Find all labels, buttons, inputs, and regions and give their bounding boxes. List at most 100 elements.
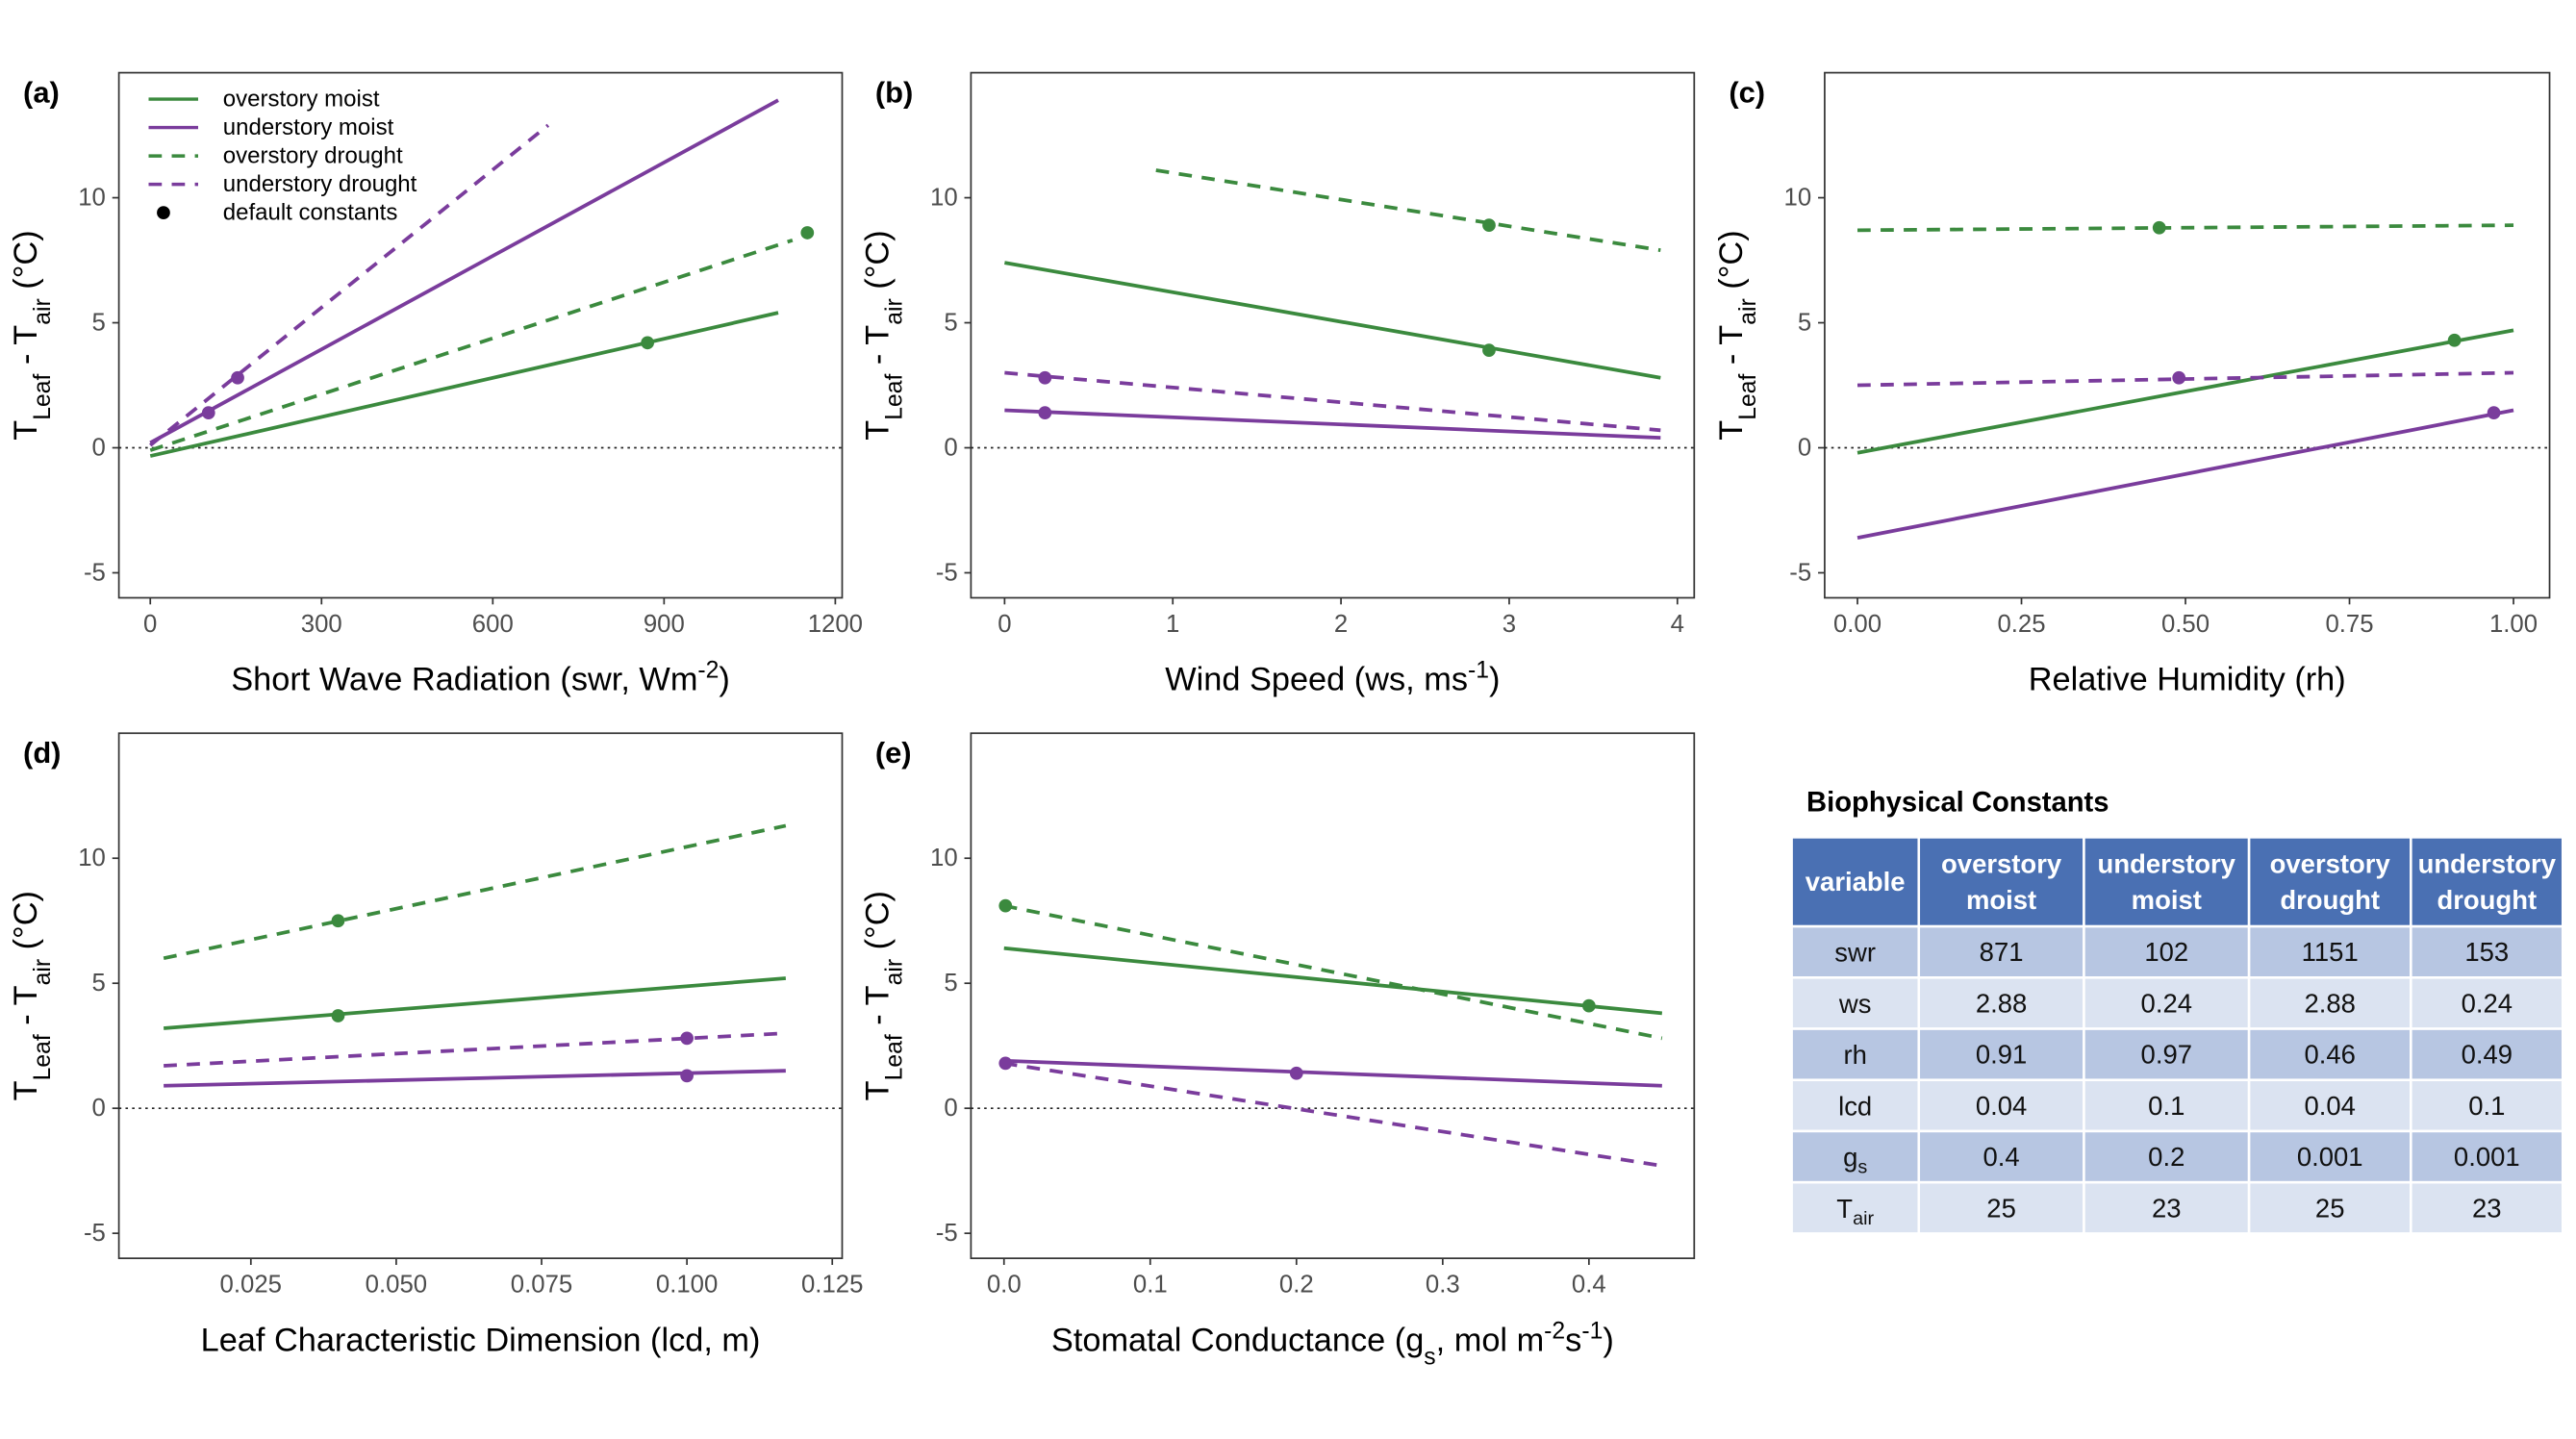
default-point xyxy=(1482,218,1496,233)
x-tick-label: 1.00 xyxy=(2489,611,2538,638)
cell-value: 0.001 xyxy=(2454,1142,2520,1172)
x-axis-title: Short Wave Radiation (swr, Wm-2) xyxy=(231,657,730,698)
label-part: T xyxy=(1713,420,1750,441)
x-tick-label: 2 xyxy=(1334,611,1348,638)
cell-value: 0.4 xyxy=(1983,1142,2020,1172)
cell-value: 0.91 xyxy=(1976,1040,2027,1070)
table-cell xyxy=(1790,1180,1921,1235)
y-axis-title: TLeaf - Tair (°C) xyxy=(860,230,907,440)
cell-value: 0.1 xyxy=(2148,1091,2185,1121)
table-cell xyxy=(2247,924,2412,979)
y-tick-label: 10 xyxy=(1784,185,1812,212)
table-cell xyxy=(2410,1180,2564,1235)
y-tick-label: 5 xyxy=(92,970,106,997)
x-tick-label: 4 xyxy=(1671,611,1684,638)
label-part: swr xyxy=(1834,937,1876,967)
cell-value: 1151 xyxy=(2302,937,2359,967)
label-part: T xyxy=(860,1080,897,1100)
legend-label: understory moist xyxy=(223,114,394,140)
label-part: - T xyxy=(860,325,897,374)
default-point xyxy=(231,370,244,385)
cell-value: 25 xyxy=(1986,1193,2016,1223)
cell-value: 2.88 xyxy=(2304,988,2355,1018)
label-part: T xyxy=(8,1080,44,1100)
y-tick-label: -5 xyxy=(84,559,106,586)
header-cell xyxy=(2247,836,2412,928)
default-point xyxy=(1038,406,1052,419)
cell-value: 0.2 xyxy=(2148,1142,2185,1172)
default-point xyxy=(680,1031,694,1046)
cell-value: 23 xyxy=(2152,1193,2182,1223)
label-part: Leaf xyxy=(29,1034,55,1080)
x-tick-label: 3 xyxy=(1503,611,1516,638)
table-cell xyxy=(1917,1078,2085,1133)
label-part: T xyxy=(860,420,897,441)
table-cell xyxy=(2083,976,2251,1030)
series-line xyxy=(1155,168,1661,253)
default-point xyxy=(331,914,345,928)
series-line xyxy=(149,238,794,452)
label-part: ) xyxy=(1489,662,1500,698)
label-part: , mol m xyxy=(1436,1322,1545,1358)
label-part: - T xyxy=(860,985,897,1034)
header-text: moist xyxy=(2132,885,2202,915)
table-cell xyxy=(2083,1180,2251,1235)
label-part: Leaf xyxy=(29,373,55,419)
x-tick-label: 0 xyxy=(998,611,1011,638)
row-label: lcd xyxy=(1838,1091,1872,1121)
label-part: Stomatal Conductance (g xyxy=(1051,1322,1424,1358)
plot-frame xyxy=(117,732,844,1260)
row-label: gs xyxy=(1843,1142,1867,1178)
legend-swatch xyxy=(157,206,170,220)
plot-frame xyxy=(1824,71,2551,599)
cell-value: 23 xyxy=(2472,1193,2502,1223)
default-point xyxy=(680,1069,694,1083)
label-part: air xyxy=(881,959,907,985)
default-point xyxy=(1482,343,1496,357)
cell-value: 0.04 xyxy=(2304,1091,2355,1121)
x-tick-label: 0.75 xyxy=(2325,611,2373,638)
table-cell xyxy=(2247,1180,2412,1235)
series-line xyxy=(149,123,550,447)
header-text: drought xyxy=(2437,885,2537,915)
label-part: air xyxy=(29,959,55,985)
default-point xyxy=(1289,1066,1303,1080)
series-line xyxy=(1004,261,1661,380)
table-cell xyxy=(2083,1129,2251,1184)
x-tick-label: 0.050 xyxy=(366,1272,427,1299)
header-cell xyxy=(2410,836,2564,928)
label-part: air xyxy=(1853,1208,1874,1229)
x-tick-label: 0.00 xyxy=(1833,611,1881,638)
default-point xyxy=(2152,220,2166,235)
cell-value: 0.001 xyxy=(2297,1142,2363,1172)
label-part: (°C) xyxy=(8,230,44,298)
y-tick-label: 5 xyxy=(944,310,957,337)
label-part: air xyxy=(29,298,55,324)
series-line xyxy=(1004,370,1661,433)
legend-label: overstory drought xyxy=(223,143,403,169)
plot-frame xyxy=(117,71,844,599)
x-axis-title: Relative Humidity (rh) xyxy=(2029,662,2346,698)
y-tick-label: 10 xyxy=(78,185,106,212)
x-tick-label: 0.25 xyxy=(1997,611,2045,638)
cell-value: 0.1 xyxy=(2468,1091,2505,1121)
x-tick-label: 0.025 xyxy=(220,1272,282,1299)
x-tick-label: 1200 xyxy=(808,611,863,638)
y-tick-label: 0 xyxy=(92,1095,106,1122)
y-tick-label: 10 xyxy=(930,845,958,871)
plot-frame xyxy=(970,71,1696,599)
default-point xyxy=(2487,406,2501,419)
x-tick-label: 0.0 xyxy=(987,1272,1022,1299)
label-part: (°C) xyxy=(8,891,44,959)
y-axis-title: TLeaf - Tair (°C) xyxy=(1713,230,1761,440)
cell-value: 0.24 xyxy=(2462,988,2513,1018)
cell-value: 0.97 xyxy=(2141,1040,2192,1070)
y-axis-title: TLeaf - Tair (°C) xyxy=(860,891,908,1100)
y-axis-title: TLeaf - Tair (°C) xyxy=(8,891,56,1100)
label-part: air xyxy=(881,298,907,324)
x-tick-label: 0 xyxy=(143,611,157,638)
x-tick-label: 0.125 xyxy=(801,1272,863,1299)
series-line xyxy=(163,976,787,1030)
